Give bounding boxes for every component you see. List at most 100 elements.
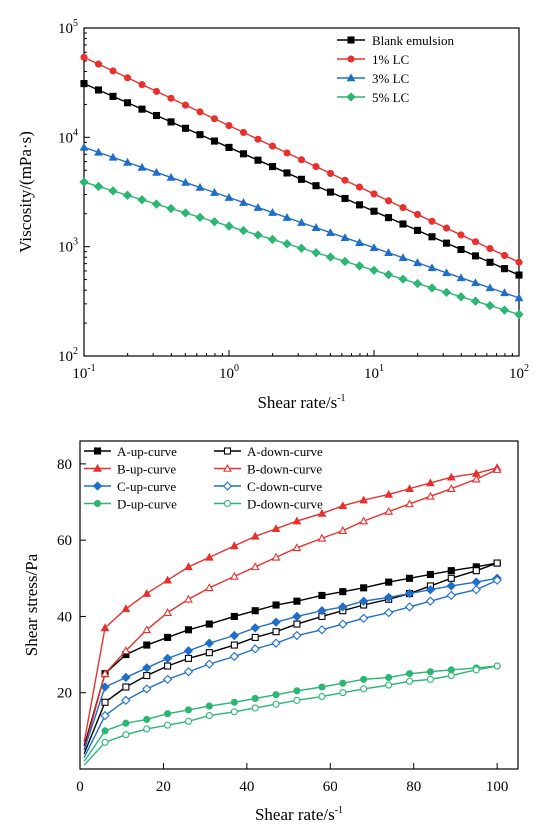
data-point — [151, 199, 162, 209]
data-point — [230, 641, 238, 649]
x-tick-label: 0 — [76, 779, 84, 795]
data-point — [426, 478, 435, 487]
plot-frame — [79, 440, 519, 770]
data-point — [224, 192, 234, 201]
data-point — [254, 156, 262, 164]
data-point — [355, 201, 364, 209]
tick-base: 10 — [219, 366, 234, 382]
data-point — [254, 135, 262, 143]
legend: A-up-curve A-down-curve B-up-curve B-down-c… — [84, 444, 323, 512]
tick-exponent: 3 — [73, 237, 78, 248]
y-tick-label: 104 — [58, 127, 78, 146]
data-point — [196, 131, 204, 139]
data-point — [251, 694, 259, 702]
data-point — [399, 220, 407, 228]
data-point — [359, 495, 369, 504]
data-point — [326, 188, 335, 196]
data-point — [100, 682, 110, 692]
data-point — [472, 567, 480, 575]
legend-label: B-up-curve — [117, 462, 176, 477]
data-point — [318, 591, 326, 600]
legend-label: A-down-curve — [247, 444, 323, 459]
data-point — [404, 588, 415, 599]
data-point — [500, 251, 509, 259]
data-point — [355, 183, 364, 191]
data-point — [326, 228, 335, 236]
legend-marker — [92, 481, 103, 491]
data-point — [340, 256, 350, 267]
data-point — [142, 588, 152, 597]
data-point — [181, 101, 190, 109]
data-point — [441, 287, 452, 298]
data-point — [137, 195, 147, 205]
data-point — [492, 465, 502, 473]
data-point — [143, 715, 151, 723]
data-point — [384, 607, 394, 618]
data-point — [80, 53, 88, 61]
data-point — [122, 731, 130, 739]
data-point — [385, 673, 393, 682]
series-d-up-curve — [83, 662, 501, 762]
x-tick-label: 60 — [323, 779, 338, 795]
legend-label: D-down-curve — [247, 497, 323, 512]
data-point — [427, 283, 437, 293]
data-point — [163, 608, 172, 616]
data-point — [514, 309, 524, 320]
data-point — [413, 226, 422, 234]
data-point — [184, 717, 193, 725]
data-point — [412, 278, 423, 289]
x-tick-label: 101 — [364, 363, 384, 382]
data-point — [268, 163, 277, 171]
series-line — [83, 467, 498, 743]
data-point — [317, 533, 327, 542]
x-axis-title-exponent: -1 — [337, 393, 345, 404]
data-point — [108, 186, 118, 196]
data-point — [183, 646, 194, 656]
data-point — [271, 524, 281, 533]
data-point — [184, 706, 193, 714]
tick-base: 10 — [58, 240, 73, 256]
data-point — [121, 695, 131, 706]
data-point — [152, 167, 161, 176]
data-point — [122, 683, 130, 691]
data-point — [210, 137, 219, 145]
legend: Blank emulsion 1% LC 3% LC 5% LC — [337, 33, 454, 105]
data-point — [486, 245, 494, 253]
series-c-down-curve — [83, 575, 502, 758]
data-point — [369, 243, 379, 252]
data-point — [229, 541, 239, 550]
data-point — [138, 105, 146, 113]
data-point — [446, 472, 456, 481]
legend-marker — [346, 73, 356, 82]
series-line — [83, 665, 498, 766]
data-point — [205, 702, 213, 710]
legend-label: B-down-curve — [247, 462, 322, 477]
series-5-lc — [79, 177, 524, 320]
data-point — [230, 708, 238, 716]
data-point — [229, 651, 240, 662]
legend-label: 1% LC — [372, 52, 409, 67]
data-point — [339, 588, 347, 596]
tick-exponent: 5 — [73, 18, 78, 29]
data-point — [271, 638, 281, 648]
data-point — [339, 679, 347, 687]
x-axis-title: Shear rate/s-1 — [255, 805, 343, 824]
data-point — [80, 80, 88, 88]
data-point — [283, 149, 291, 157]
data-point — [230, 698, 238, 706]
data-point — [405, 574, 414, 582]
data-point — [384, 214, 393, 222]
data-point — [292, 516, 302, 525]
data-point — [370, 207, 378, 215]
data-point — [267, 234, 278, 245]
data-point — [500, 288, 509, 297]
data-point — [230, 612, 238, 620]
data-point — [271, 617, 281, 627]
data-point — [195, 212, 205, 223]
data-point — [162, 674, 173, 685]
data-point — [239, 150, 248, 158]
data-point — [318, 683, 326, 691]
data-point — [253, 230, 263, 240]
